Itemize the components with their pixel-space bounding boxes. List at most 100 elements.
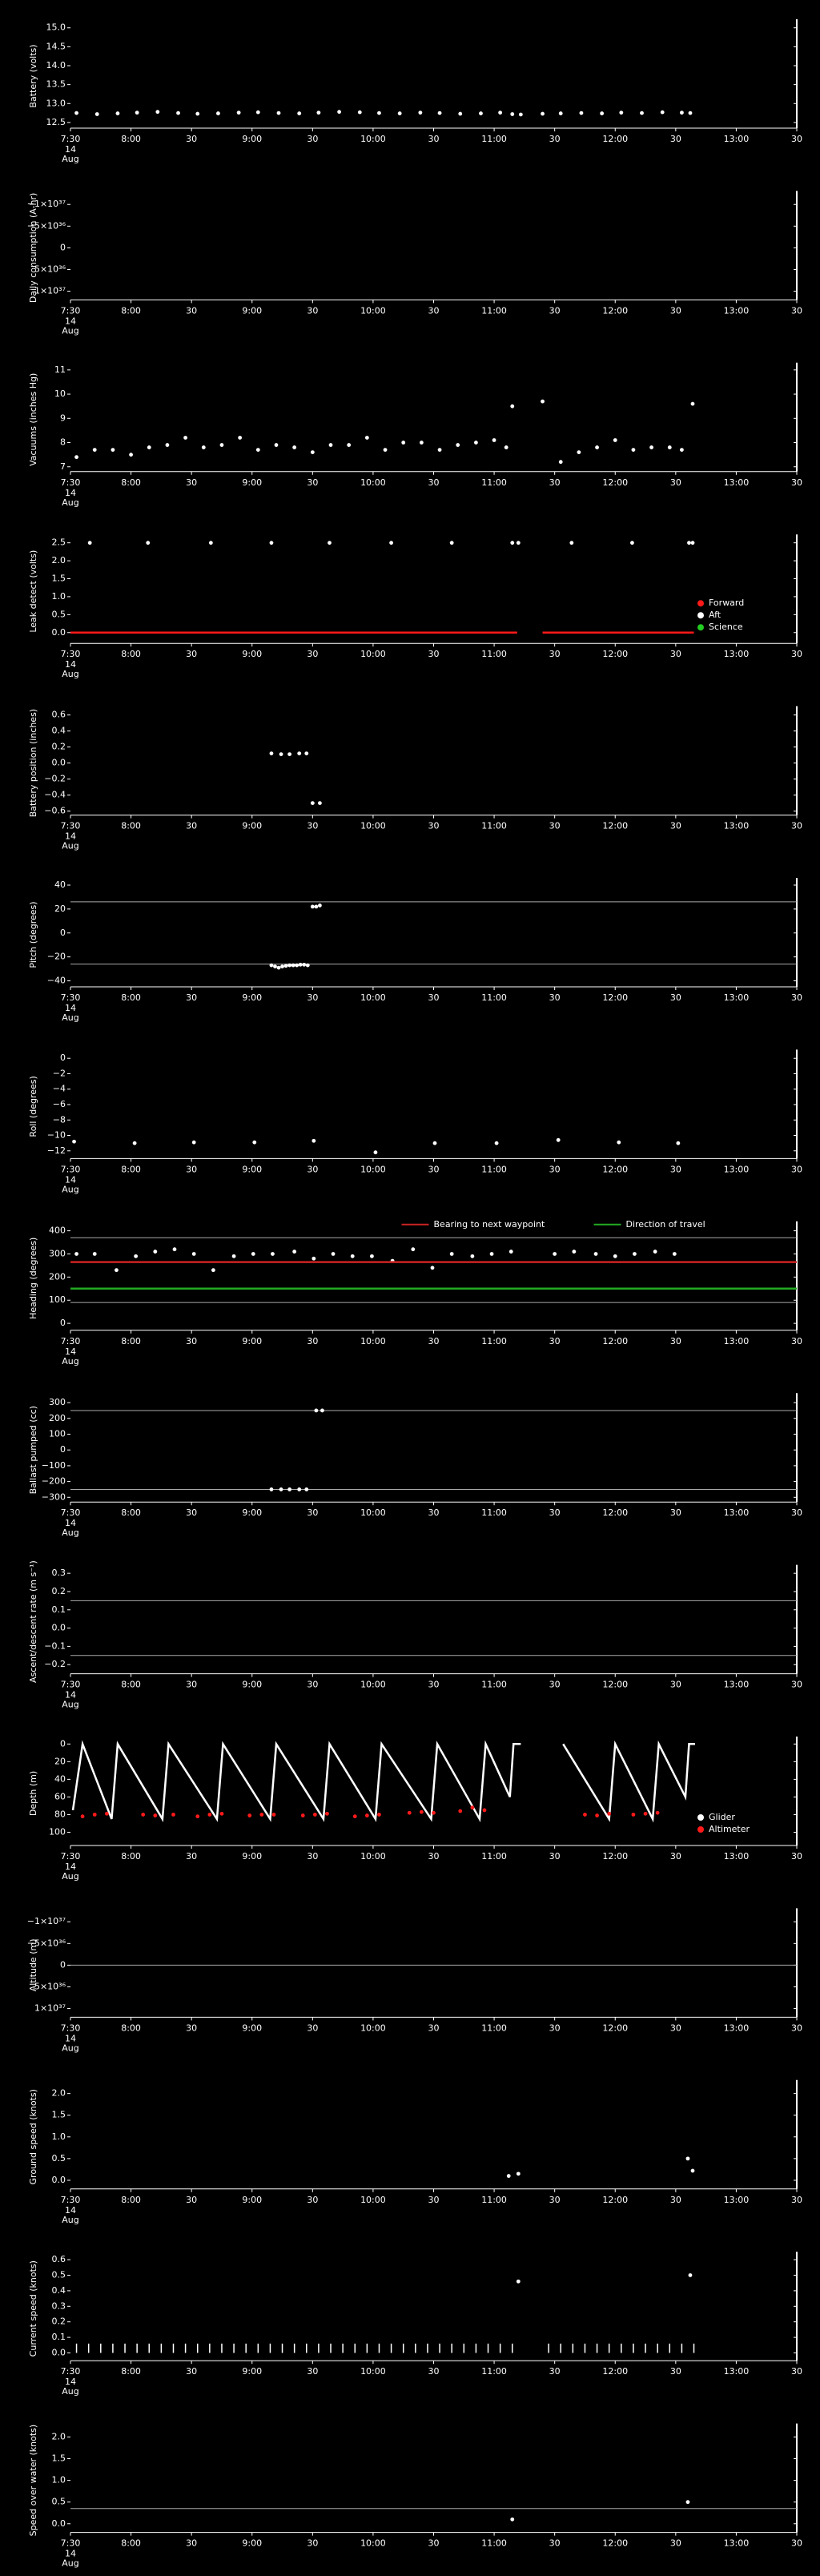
data-point xyxy=(352,1814,357,1819)
legend-label: Altimeter xyxy=(709,1824,750,1834)
y-tick-label: −0.4 xyxy=(44,790,66,800)
x-tick-label: 30 xyxy=(428,1507,440,1518)
x-tick-label: 13:00 xyxy=(724,1851,750,1862)
data-point xyxy=(219,443,224,447)
y-tick-label: 0.1 xyxy=(52,1604,66,1615)
y-tick-label: 1.5 xyxy=(52,2110,66,2120)
data-point xyxy=(269,751,274,755)
x-tick-label: 30 xyxy=(186,2195,197,2205)
x-tick-label: 13:00 xyxy=(724,2023,750,2033)
x-tick-label: 13:00 xyxy=(724,1336,750,1346)
x-tick-label: 9:00 xyxy=(242,134,262,144)
x-tick-label: 10:00 xyxy=(360,1507,386,1518)
data-point xyxy=(276,111,281,115)
data-point xyxy=(80,1814,85,1819)
x-date-label: 14 xyxy=(65,2549,76,2559)
y-axis-label: Altitude (m) xyxy=(28,1939,38,1992)
y-tick-label: 400 xyxy=(49,1226,66,1236)
data-point xyxy=(271,1252,275,1256)
data-point xyxy=(153,1813,158,1817)
x-tick-label: 30 xyxy=(791,477,802,488)
data-point xyxy=(569,541,574,545)
x-tick-label: 30 xyxy=(791,992,802,1003)
legend-swatch xyxy=(697,1814,704,1821)
y-tick-label: 100 xyxy=(49,1294,66,1305)
data-point xyxy=(318,801,322,805)
data-point xyxy=(279,752,283,756)
legend-label: Science xyxy=(709,622,743,632)
data-point xyxy=(273,964,277,968)
data-point xyxy=(92,448,97,452)
x-tick-label: 9:00 xyxy=(242,992,262,1003)
x-tick-label: 30 xyxy=(791,821,802,831)
y-axis-label: Depth (m) xyxy=(28,1771,38,1816)
data-point xyxy=(364,1813,369,1817)
x-tick-label: 7:30 xyxy=(61,2538,81,2549)
x-tick-label: 8:00 xyxy=(121,992,141,1003)
data-point xyxy=(667,445,672,449)
data-point xyxy=(298,962,303,967)
x-tick-label: 30 xyxy=(186,2023,197,2033)
x-tick-label: 10:00 xyxy=(360,1680,386,1690)
x-tick-label: 30 xyxy=(307,1851,318,1862)
y-axis-label: Battery (volts) xyxy=(28,44,38,107)
y-axis-label: Current speed (knots) xyxy=(28,2260,38,2357)
data-point xyxy=(350,1254,355,1258)
x-tick-label: 30 xyxy=(307,2023,318,2033)
x-tick-label: 8:00 xyxy=(121,1164,141,1174)
y-axis-label: Leak detect (volts) xyxy=(28,550,38,633)
x-tick-label: 30 xyxy=(307,1336,318,1346)
x-date-label: 14 xyxy=(65,2033,76,2043)
data-point xyxy=(655,1810,660,1815)
y-axis-label: Battery position (inches) xyxy=(28,709,38,817)
data-point xyxy=(279,1487,283,1491)
legend-swatch xyxy=(697,612,704,619)
data-point xyxy=(687,541,691,545)
data-point xyxy=(304,1487,309,1491)
data-point xyxy=(685,2500,690,2505)
data-point xyxy=(449,1252,454,1256)
data-point xyxy=(155,110,160,115)
data-point xyxy=(572,1250,577,1254)
data-point xyxy=(211,1268,215,1273)
data-point xyxy=(510,541,515,545)
x-tick-label: 11:00 xyxy=(481,2023,507,2033)
x-tick-label: 8:00 xyxy=(121,2366,141,2377)
legend-label: Aft xyxy=(709,610,722,620)
x-tick-label: 13:00 xyxy=(724,821,750,831)
x-date-label: 14 xyxy=(65,144,76,155)
x-tick-label: 9:00 xyxy=(242,2366,262,2377)
data-point xyxy=(389,541,393,545)
x-tick-label: 12:00 xyxy=(602,2366,628,2377)
x-tick-label: 11:00 xyxy=(481,1164,507,1174)
data-point xyxy=(653,1250,657,1254)
x-tick-label: 30 xyxy=(428,2195,440,2205)
data-point xyxy=(558,111,563,115)
data-point xyxy=(458,1809,463,1813)
x-tick-label: 10:00 xyxy=(360,1164,386,1174)
data-point xyxy=(201,445,206,449)
x-tick-label: 30 xyxy=(670,1507,681,1518)
y-tick-label: 1.5 xyxy=(52,574,66,584)
data-point xyxy=(207,1813,212,1817)
x-tick-label: 9:00 xyxy=(242,1164,262,1174)
data-point xyxy=(679,448,684,452)
data-point xyxy=(579,111,584,115)
x-tick-label: 10:00 xyxy=(360,821,386,831)
x-tick-label: 30 xyxy=(670,2366,681,2377)
data-point xyxy=(255,448,260,452)
data-point xyxy=(312,1138,316,1143)
data-point xyxy=(583,1813,587,1817)
data-point xyxy=(397,111,402,115)
y-tick-label: −12 xyxy=(47,1145,66,1156)
x-tick-label: 12:00 xyxy=(602,1164,628,1174)
x-tick-label: 30 xyxy=(549,2538,561,2549)
x-tick-label: 30 xyxy=(791,1680,802,1690)
y-tick-label: 11 xyxy=(54,364,66,375)
data-point xyxy=(305,963,310,968)
x-tick-label: 30 xyxy=(186,1680,197,1690)
y-tick-label: 60 xyxy=(54,1791,66,1801)
y-tick-label: 0.5 xyxy=(52,2153,66,2163)
x-date-label: 14 xyxy=(65,1174,76,1185)
x-tick-label: 30 xyxy=(307,2538,318,2549)
